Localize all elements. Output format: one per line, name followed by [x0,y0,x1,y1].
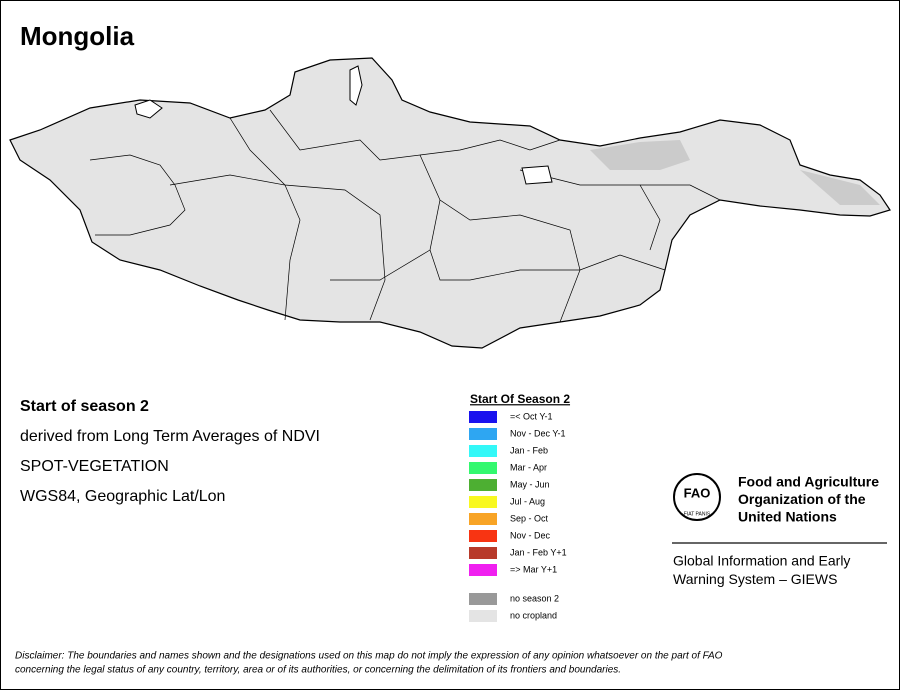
lake [521,165,553,185]
legend-swatch [469,547,497,559]
legend-label: Mar - Apr [510,462,547,472]
fao-logo: FAO FIAT PANIS [673,473,721,521]
system-name: Global Information and Early [673,553,850,569]
org-name: Food and Agriculture [738,474,879,490]
map-title: Mongolia [20,21,135,51]
legend-swatch [469,496,497,508]
legend-swatch [469,593,497,605]
disclaimer: Disclaimer: The boundaries and names sho… [15,651,723,676]
country-map [9,57,891,349]
legend-swatch [469,479,497,491]
legend-label: no cropland [510,610,557,620]
info-line: derived from Long Term Averages of NDVI [20,428,320,445]
legend-swatch [469,564,497,576]
legend-label: May - Jun [510,479,550,489]
legend-swatch [469,530,497,542]
info-line: SPOT-VEGETATION [20,458,169,475]
legend-label: Sep - Oct [510,513,549,523]
lake [134,99,163,119]
legend-label: => Mar Y+1 [510,564,557,574]
legend-title: Start Of Season 2 [470,392,570,406]
legend-label: Nov - Dec Y-1 [510,428,566,438]
system-name: Warning System – GIEWS [673,571,837,587]
logo-motto: FIAT PANIS [684,511,711,517]
legend-swatch [469,610,497,622]
no-season-area [590,140,880,205]
legend: Start Of Season 2 =< Oct Y-1 Nov - Dec Y-1… [469,392,570,622]
lake [349,65,363,106]
disclaimer-line: Disclaimer: The boundaries and names sho… [15,651,723,662]
province-boundaries [89,109,721,323]
legend-swatch [469,462,497,474]
logo-mark: FAO [684,485,711,500]
org-name: United Nations [738,509,837,525]
legend-label: no season 2 [510,593,559,603]
org-name: Organization of the [738,491,866,507]
legend-label: =< Oct Y-1 [510,411,553,421]
info-line: WGS84, Geographic Lat/Lon [20,488,225,505]
info-line: Start of season 2 [20,398,149,415]
legend-label: Jan - Feb Y+1 [510,547,567,557]
legend-swatch [469,445,497,457]
country-outline [9,57,891,349]
legend-swatch [469,513,497,525]
legend-label: Jan - Feb [510,445,548,455]
info-block: Start of season 2 derived from Long Term … [20,398,320,505]
disclaimer-line: concerning the legal status of any count… [15,665,621,676]
logo-ring [673,473,721,521]
legend-label: Nov - Dec [510,530,551,540]
legend-swatch [469,411,497,423]
legend-label: Jul - Aug [510,496,545,506]
legend-swatch [469,428,497,440]
